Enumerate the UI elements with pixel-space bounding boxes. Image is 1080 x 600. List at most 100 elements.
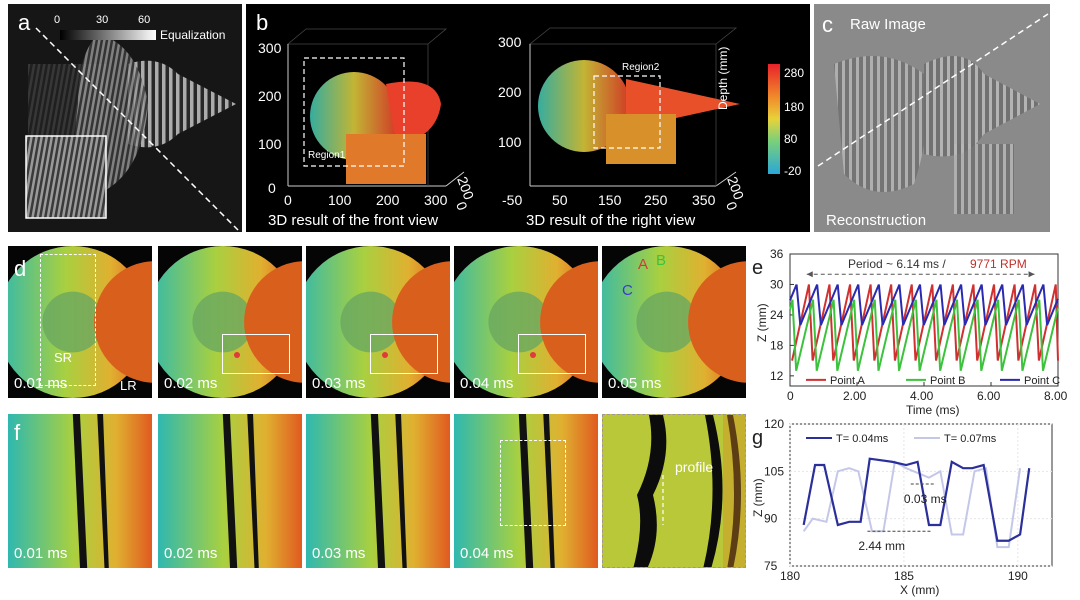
chart-g-xtick-label: 190 [1008, 569, 1028, 583]
chart-g-ytick-label: 120 [764, 417, 784, 431]
panel-c-image [817, 13, 1049, 214]
front-y-tick-300: 300 [258, 40, 282, 56]
chart-g-xlabel: X (mm) [900, 583, 939, 597]
panel-g: g 120 105 90 75 180 185 190 X (mm) Z (mm) T= 0.04m… [748, 414, 1070, 598]
chart-e-svg: e 36 30 24 18 120 2.00 4.00 6.00 8.00 Time (ms) Z (… [752, 247, 1068, 417]
d-frame: 0.02 ms [158, 246, 302, 398]
chart-e-xtick-label: 4.00 [910, 389, 934, 403]
d-frame-time: 0.02 ms [164, 375, 218, 392]
dx-label: 2.44 mm [858, 539, 905, 553]
panel-b-letter: b [256, 10, 269, 35]
d-frame: 0.05 ms A B C [602, 246, 746, 398]
chart-g-ytick-label: 90 [764, 512, 778, 526]
colorbar-tick-0: 0 [54, 14, 61, 26]
tracked-point [382, 352, 388, 358]
chart-e-xtick-label: 6.00 [977, 389, 1001, 403]
f-frame-time: 0.01 ms [14, 545, 68, 562]
chart-g-xtick-label: 180 [780, 569, 800, 583]
region1-label: Region1 [308, 150, 346, 161]
legend-label: T= 0.04ms [836, 433, 889, 445]
sr-label: SR [54, 350, 73, 365]
sr-region-box [40, 254, 96, 386]
chart-g-ytick-label: 105 [764, 464, 784, 478]
right-x-tick-m50: -50 [502, 192, 523, 208]
f-frame-time: 0.02 ms [164, 545, 218, 562]
depth-tick-m20: -20 [784, 164, 802, 178]
right-y-tick-100: 100 [498, 134, 522, 150]
panel-a-inset [25, 135, 107, 219]
depth-tick-280: 280 [784, 66, 805, 80]
series-t004-line [802, 457, 1031, 542]
f-frame-time: 0.04 ms [460, 545, 514, 562]
colorbar-tick-60: 60 [138, 14, 151, 26]
chart-e-ytick-label: 30 [770, 277, 784, 291]
d-frame: 0.04 ms [454, 246, 598, 398]
d-frame-image [158, 246, 302, 398]
chart-e-ytick-label: 12 [770, 369, 784, 383]
legend-label: Point C [1024, 375, 1060, 387]
point-a-label: A [638, 256, 649, 273]
period-label: Period ~ 6.14 ms / [848, 257, 946, 271]
panel-a: a 0 30 60 Equalization [8, 4, 242, 232]
f-frame: 0.02 ms [158, 414, 302, 568]
f-frame: 0.03 ms [306, 414, 450, 568]
chart-e-xtick-label: 2.00 [843, 389, 867, 403]
front-x-tick-0: 0 [284, 192, 292, 208]
front-y-tick-0: 0 [268, 180, 276, 196]
chart-g-xtick-label: 185 [894, 569, 914, 583]
series-point-c-line [789, 284, 1059, 326]
d-frame-time: 0.05 ms [608, 375, 662, 392]
series-point-b-line [789, 299, 1059, 371]
lr-label: LR [120, 378, 137, 393]
front-x-tick-200: 200 [376, 192, 400, 208]
front-x-tick-300: 300 [424, 192, 448, 208]
chart-g-axes [789, 423, 1053, 567]
d-frame-image [306, 246, 450, 398]
panel-e: e 36 30 24 18 12 0 2.00 4.00 6.00 8.00 Time (ms) Z (… [748, 244, 1070, 418]
front-y-tick-200: 200 [258, 88, 282, 104]
d-frame-image [602, 246, 746, 398]
tracked-point [234, 352, 240, 358]
zoom-box [518, 334, 586, 374]
chart-e-xtick-label: 0 [787, 389, 794, 403]
right-y-tick-200: 200 [498, 84, 522, 100]
right-y-tick-300: 300 [498, 34, 522, 50]
f-frame-image [454, 414, 598, 568]
zoom-box [222, 334, 290, 374]
zoom-box [370, 334, 438, 374]
d-frame: 0.03 ms [306, 246, 450, 398]
d-frame: 0.01 ms SR LR [8, 246, 152, 398]
colorbar-label: Equalization [160, 28, 226, 42]
right-x-tick-350: 350 [692, 192, 716, 208]
profile-region-box [500, 440, 566, 526]
panel-a-image [25, 27, 239, 231]
f-frame-image [306, 414, 450, 568]
dt-label: 0.03 ms [904, 492, 947, 506]
panel-f-letter: f [14, 420, 21, 445]
chart-e-ytick-label: 36 [770, 247, 784, 261]
colorbar-tick-30: 30 [96, 14, 109, 26]
point-c-label: C [622, 282, 633, 299]
equalization-colorbar [60, 30, 156, 40]
panel-c: c Raw Image Reconstruction [814, 4, 1050, 232]
chart-g-ylabel: Z (mm) [751, 478, 765, 517]
panel-b: b 300 200 100 0 0 100 200 300 200 0 Regi… [246, 4, 810, 232]
profile-label: profile [675, 459, 714, 475]
raw-image-label: Raw Image [850, 16, 926, 33]
chart-e-ytick-label: 18 [770, 338, 784, 352]
front-x-tick-100: 100 [328, 192, 352, 208]
reconstruction-label: Reconstruction [826, 212, 927, 229]
region1-box [303, 57, 405, 167]
f-frame-image [8, 414, 152, 568]
f-frame: 0.04 ms [454, 414, 598, 568]
right-x-tick-50: 50 [552, 192, 568, 208]
right-x-tick-150: 150 [598, 192, 622, 208]
panel-c-letter: c [822, 12, 833, 37]
f-frame-image [158, 414, 302, 568]
d-frame-time: 0.04 ms [460, 375, 514, 392]
region2-box [593, 75, 661, 149]
d-frame-image [454, 246, 598, 398]
panel-d-letter: d [14, 256, 27, 281]
f-frame: 0.01 ms [8, 414, 152, 568]
tracked-point [530, 352, 536, 358]
